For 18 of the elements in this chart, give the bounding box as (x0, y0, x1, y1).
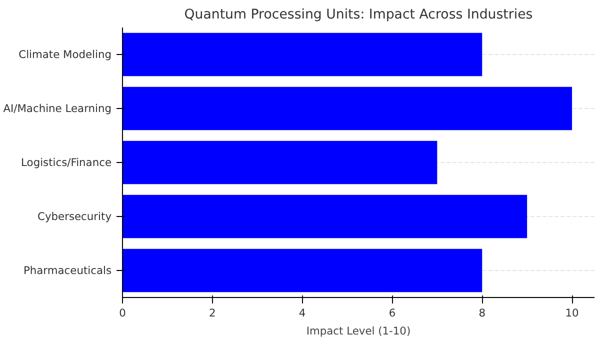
x-tick-label: 10 (565, 306, 580, 320)
chart-title: Quantum Processing Units: Impact Across Industries (184, 8, 533, 22)
bar (122, 194, 528, 238)
bar (122, 86, 572, 130)
x-tick-label: 0 (119, 306, 126, 320)
x-tick-label: 2 (209, 306, 216, 320)
y-tick-label: AI/Machine Learning (3, 102, 112, 115)
x-tick-label: 4 (298, 306, 306, 320)
bar (122, 32, 482, 76)
y-tick-label: Climate Modeling (18, 48, 112, 61)
y-tick-label: Logistics/Finance (21, 156, 112, 169)
x-axis-title: Impact Level (1-10) (306, 324, 411, 338)
x-tick-label: 6 (388, 306, 396, 320)
x-tick-label: 8 (478, 306, 486, 320)
bar (122, 140, 438, 184)
y-tick-label: Pharmaceuticals (23, 264, 112, 277)
y-tick-label: Cybersecurity (38, 210, 112, 223)
bar (122, 248, 482, 292)
